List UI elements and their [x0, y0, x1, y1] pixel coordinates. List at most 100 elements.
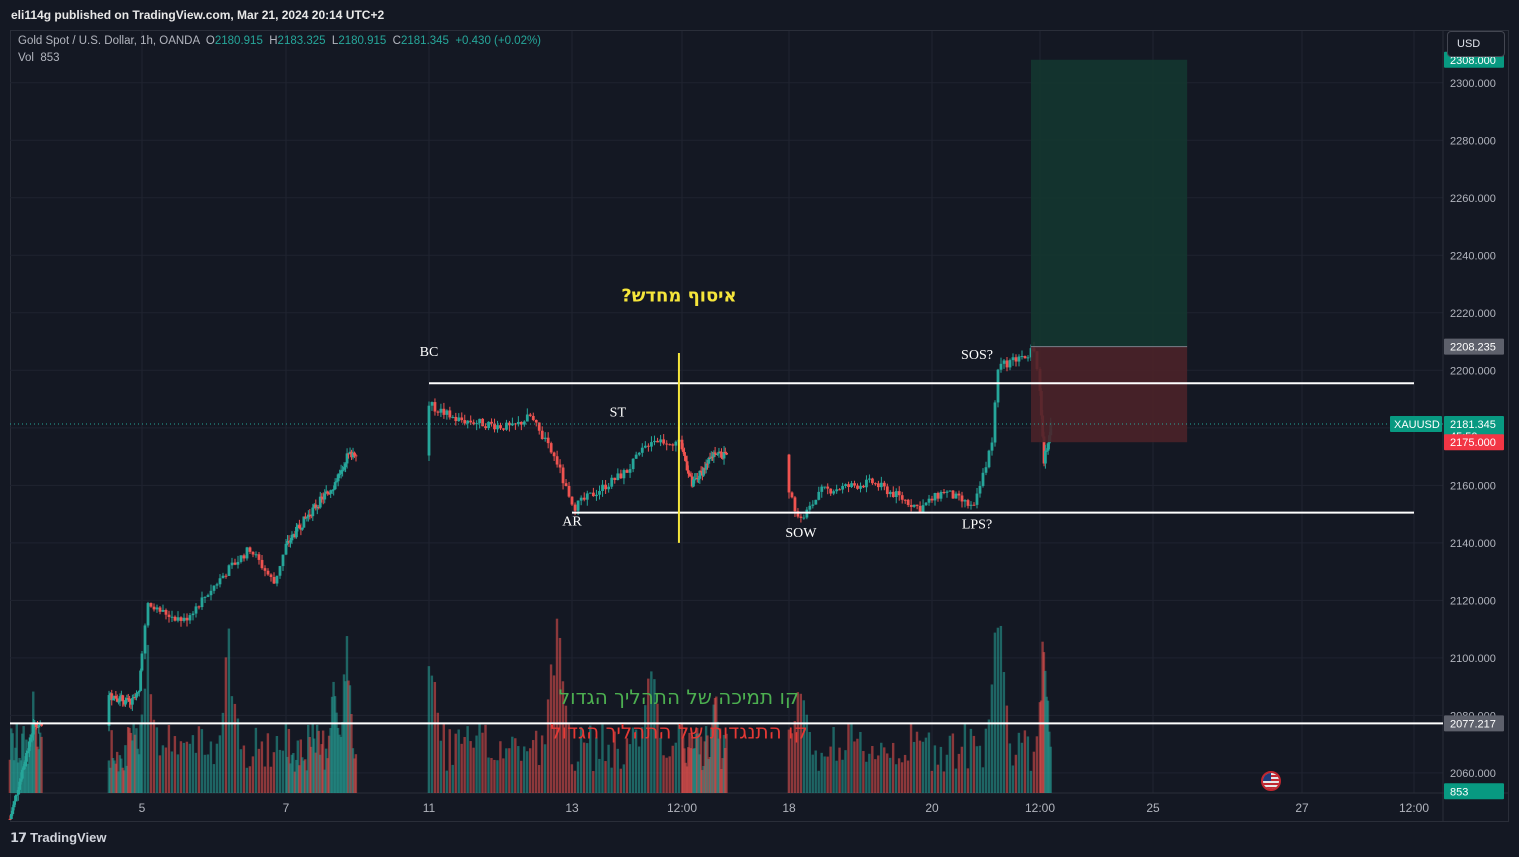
price-tag [1444, 338, 1504, 355]
volume-bar [269, 766, 273, 793]
volume-bar [886, 753, 889, 793]
candle-body [693, 479, 697, 481]
volume-bar [921, 741, 925, 793]
candle-body [327, 493, 331, 495]
candle-body [1017, 356, 1021, 362]
candle-body [519, 421, 523, 425]
volume-bar [326, 758, 329, 793]
tradingview-footer[interactable]: 𝟭𝟳 TradingView [10, 830, 106, 846]
volume-bar [124, 745, 127, 793]
symbol-title[interactable]: Gold Spot / U.S. Dollar, 1h, OANDA [18, 35, 200, 47]
volume-bar [616, 748, 619, 793]
candle-body [12, 801, 16, 808]
candle-body [298, 525, 301, 529]
volume-bar [674, 742, 677, 793]
us-flag-icon[interactable] [1261, 771, 1281, 791]
volume-bar [260, 741, 264, 793]
volume-bar [350, 714, 353, 793]
volume-bar [218, 735, 222, 793]
candle-body [499, 425, 502, 429]
candle-body [927, 498, 931, 503]
volume-bar [829, 746, 832, 793]
currency-button[interactable]: USD [1447, 31, 1505, 57]
candle-body [221, 575, 225, 579]
volume-bar [546, 699, 550, 793]
volume-bar [708, 756, 712, 793]
candle-body [136, 692, 140, 694]
candle-body [820, 486, 824, 492]
volume-legend: Vol 853 [18, 52, 60, 64]
volume-bar [549, 664, 553, 793]
candle-body [699, 470, 703, 472]
volume-bar [604, 761, 607, 793]
volume-bar [296, 740, 300, 793]
volume-bar [14, 747, 17, 793]
candle-body [320, 496, 324, 498]
candle-body [197, 606, 201, 608]
volume-bar [1011, 765, 1015, 793]
candle-body [894, 491, 898, 498]
candle-body [158, 607, 162, 612]
candle-body [508, 422, 511, 426]
candle-body [826, 486, 830, 489]
volume-bar [1038, 702, 1042, 793]
candle-body [990, 442, 994, 451]
volume-bar [212, 764, 216, 793]
volume-bar [289, 763, 292, 793]
volume-bar [859, 731, 862, 793]
volume-bar [121, 767, 124, 793]
volume-bar [1005, 705, 1009, 793]
volume-bar [284, 724, 288, 793]
x-tick-label: 12:00 [1399, 801, 1429, 815]
candle-body [1005, 360, 1009, 368]
volume-bar [960, 746, 964, 793]
volume-bar [817, 770, 820, 793]
annotation-label: AR [562, 515, 582, 530]
candle-body [686, 470, 690, 474]
volume-bar [1040, 700, 1043, 793]
volume-bar [716, 721, 719, 793]
volume-bar [665, 757, 668, 793]
candle-body [448, 410, 452, 418]
candle-body [1011, 357, 1015, 361]
candle-body [321, 497, 325, 500]
candle-body [502, 428, 505, 430]
volume-bar [8, 759, 12, 793]
candle-body [706, 463, 709, 465]
candle-body [933, 492, 937, 501]
volume-bar [671, 745, 674, 793]
volume-label[interactable]: Vol [18, 52, 34, 64]
volume-bar [436, 712, 440, 793]
volume-bar [656, 703, 659, 793]
candle-body [1026, 357, 1030, 359]
y-tick-label: 2160.000 [1450, 480, 1496, 492]
volume-bar [21, 733, 24, 793]
volume-bar [1026, 736, 1030, 793]
x-tick-label: 18 [782, 801, 796, 815]
volume-bar [308, 737, 311, 793]
volume-bar [595, 737, 598, 793]
ohlc-legend: Gold Spot / U.S. Dollar, 1h, OANDA O2180… [18, 35, 541, 47]
volume-bar [345, 636, 349, 793]
volume-bar [114, 763, 117, 793]
candle-body [637, 452, 641, 455]
candle-body [689, 475, 693, 477]
candle-body [802, 517, 806, 519]
candle-body [484, 426, 488, 429]
candle-body [859, 485, 862, 489]
volume-bar [707, 759, 710, 793]
candle-body [323, 493, 327, 500]
volume-bar [304, 759, 307, 793]
volume-bar [317, 730, 320, 793]
volume-bar [868, 753, 871, 793]
candle-body [856, 485, 859, 489]
candle-body [442, 408, 446, 415]
candle-body [683, 452, 686, 457]
candle-body [844, 484, 848, 487]
candle-body [685, 461, 689, 471]
volume-bar [856, 738, 859, 793]
volume-bar [339, 736, 343, 793]
candle-body [206, 595, 210, 597]
volume-bar [333, 696, 337, 793]
